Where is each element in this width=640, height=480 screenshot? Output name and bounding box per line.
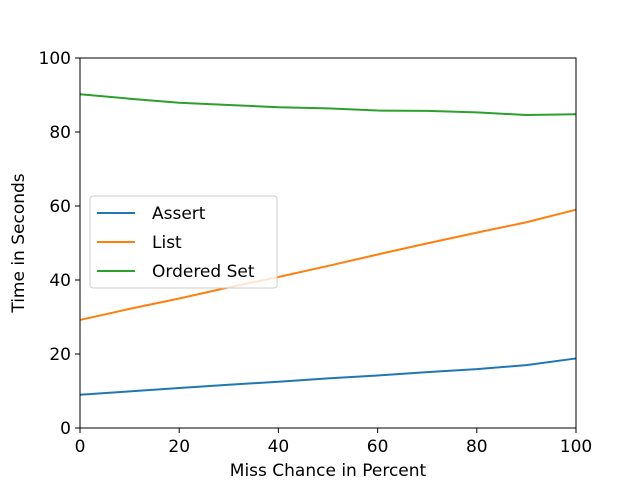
y-tick-label: 60 <box>49 197 71 217</box>
series-line-ordered-set <box>79 93 577 116</box>
x-tick-label: 60 <box>367 437 389 457</box>
x-axis-label: Miss Chance in Percent <box>230 461 427 480</box>
x-tick-label: 100 <box>560 437 592 457</box>
series-layer <box>79 93 577 396</box>
series-line-assert <box>79 357 577 396</box>
legend-label-ordered-set: Ordered Set <box>152 262 255 282</box>
x-tick-label: 40 <box>268 437 290 457</box>
x-axis-ticks: 0 20 40 60 80 100 <box>75 428 592 457</box>
legend-label-assert: Assert <box>152 204 206 224</box>
legend-box <box>89 195 278 289</box>
y-tick-label: 0 <box>60 419 71 439</box>
legend: Assert List Ordered Set <box>89 195 278 289</box>
y-axis-ticks: 0 20 40 60 80 100 <box>39 49 80 439</box>
x-tick-label: 20 <box>168 437 190 457</box>
y-tick-label: 80 <box>49 123 71 143</box>
x-tick-label: 80 <box>466 437 488 457</box>
legend-label-list: List <box>152 233 182 253</box>
y-tick-label: 100 <box>39 49 71 69</box>
plot-frame <box>79 57 577 429</box>
series-line-list <box>79 208 577 321</box>
x-tick-label: 0 <box>75 437 86 457</box>
y-tick-label: 20 <box>49 345 71 365</box>
y-axis-label: Time in Seconds <box>9 173 29 313</box>
y-tick-label: 40 <box>49 271 71 291</box>
